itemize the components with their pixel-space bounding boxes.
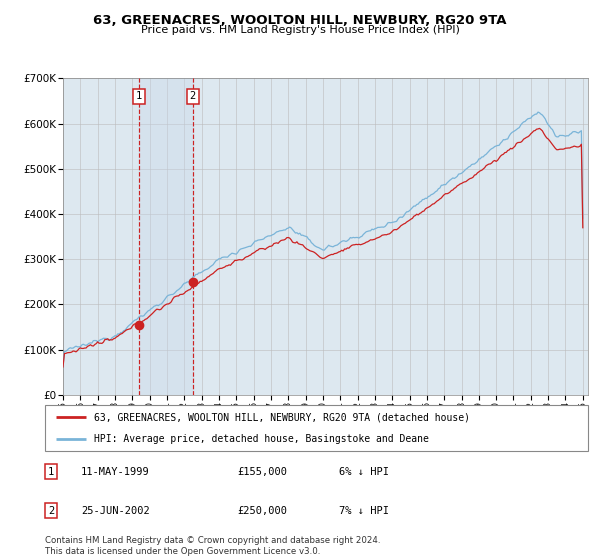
Text: 2: 2	[190, 91, 196, 101]
Text: 25-JUN-2002: 25-JUN-2002	[81, 506, 150, 516]
Text: 1: 1	[136, 91, 142, 101]
Text: 63, GREENACRES, WOOLTON HILL, NEWBURY, RG20 9TA (detached house): 63, GREENACRES, WOOLTON HILL, NEWBURY, R…	[94, 412, 470, 422]
Text: £250,000: £250,000	[237, 506, 287, 516]
Text: 7% ↓ HPI: 7% ↓ HPI	[339, 506, 389, 516]
Bar	[139, 78, 193, 395]
Text: Contains HM Land Registry data © Crown copyright and database right 2024.
This d: Contains HM Land Registry data © Crown c…	[45, 536, 380, 556]
Text: £155,000: £155,000	[237, 466, 287, 477]
Text: HPI: Average price, detached house, Basingstoke and Deane: HPI: Average price, detached house, Basi…	[94, 435, 429, 444]
Text: 63, GREENACRES, WOOLTON HILL, NEWBURY, RG20 9TA: 63, GREENACRES, WOOLTON HILL, NEWBURY, R…	[93, 14, 507, 27]
Text: 2: 2	[48, 506, 54, 516]
Text: Price paid vs. HM Land Registry's House Price Index (HPI): Price paid vs. HM Land Registry's House …	[140, 25, 460, 35]
Text: 1: 1	[48, 466, 54, 477]
Text: 6% ↓ HPI: 6% ↓ HPI	[339, 466, 389, 477]
FancyBboxPatch shape	[45, 405, 588, 451]
Text: 11-MAY-1999: 11-MAY-1999	[81, 466, 150, 477]
